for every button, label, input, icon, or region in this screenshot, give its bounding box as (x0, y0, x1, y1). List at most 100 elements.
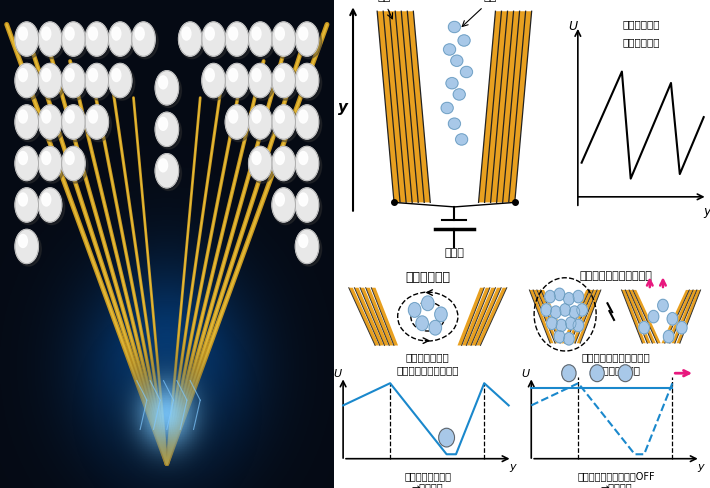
Circle shape (541, 304, 552, 316)
Polygon shape (479, 11, 532, 203)
Circle shape (275, 27, 284, 40)
Circle shape (272, 105, 295, 139)
Circle shape (677, 322, 687, 334)
Ellipse shape (179, 24, 204, 59)
Text: y: y (704, 205, 710, 218)
Text: マイクロ
電極: マイクロ 電極 (371, 0, 398, 2)
Text: 粒子密度：低: 粒子密度：低 (405, 271, 450, 284)
Polygon shape (533, 290, 559, 343)
Polygon shape (467, 288, 496, 346)
Ellipse shape (296, 190, 322, 224)
Circle shape (275, 110, 284, 123)
Circle shape (85, 105, 109, 139)
Circle shape (435, 307, 447, 322)
Circle shape (275, 151, 284, 164)
Circle shape (18, 68, 28, 81)
Circle shape (272, 22, 295, 56)
Circle shape (648, 310, 659, 323)
Circle shape (446, 78, 458, 89)
Circle shape (252, 110, 261, 123)
Circle shape (42, 27, 50, 40)
Ellipse shape (39, 107, 65, 142)
Text: →集団輸送: →集団輸送 (600, 482, 632, 488)
Circle shape (158, 159, 168, 172)
Circle shape (458, 35, 470, 46)
Ellipse shape (62, 24, 88, 59)
Circle shape (62, 22, 85, 56)
Circle shape (38, 146, 62, 181)
Ellipse shape (296, 107, 322, 142)
Ellipse shape (249, 107, 275, 142)
Ellipse shape (39, 24, 65, 59)
Circle shape (225, 63, 248, 98)
Text: U: U (334, 368, 342, 379)
Ellipse shape (155, 73, 182, 107)
Circle shape (275, 193, 284, 206)
Ellipse shape (86, 107, 111, 142)
Circle shape (248, 105, 272, 139)
Ellipse shape (16, 232, 41, 266)
Circle shape (248, 146, 272, 181)
Circle shape (451, 55, 463, 66)
Circle shape (65, 68, 74, 81)
Polygon shape (562, 290, 589, 343)
Circle shape (299, 193, 307, 206)
Circle shape (109, 63, 132, 98)
Circle shape (639, 322, 650, 334)
Circle shape (461, 66, 473, 78)
Text: y: y (509, 462, 515, 472)
Circle shape (229, 110, 238, 123)
Circle shape (62, 63, 85, 98)
Circle shape (444, 44, 456, 55)
Circle shape (408, 303, 421, 317)
Polygon shape (541, 290, 569, 343)
Ellipse shape (86, 66, 111, 100)
Circle shape (299, 151, 307, 164)
Circle shape (550, 306, 561, 318)
Circle shape (15, 188, 38, 222)
Ellipse shape (16, 190, 41, 224)
Circle shape (65, 151, 74, 164)
Circle shape (136, 27, 144, 40)
Text: 集団輸送が生じる: 集団輸送が生じる (591, 366, 641, 375)
Circle shape (416, 316, 428, 330)
Circle shape (112, 68, 121, 81)
Polygon shape (354, 288, 384, 346)
Circle shape (229, 27, 238, 40)
Circle shape (42, 110, 50, 123)
Ellipse shape (109, 66, 135, 100)
Circle shape (205, 68, 214, 81)
Text: ボテンシャル: ボテンシャル (622, 38, 660, 47)
Polygon shape (457, 288, 484, 346)
Polygon shape (572, 290, 597, 343)
Polygon shape (371, 288, 398, 346)
Ellipse shape (16, 149, 41, 183)
Circle shape (577, 304, 587, 316)
Circle shape (299, 27, 307, 40)
Circle shape (564, 333, 574, 345)
Circle shape (42, 193, 50, 206)
Ellipse shape (202, 66, 228, 100)
Ellipse shape (202, 24, 228, 59)
Polygon shape (567, 290, 594, 343)
Text: マイクロ
粒子: マイクロ 粒子 (477, 0, 504, 2)
Circle shape (112, 27, 121, 40)
Ellipse shape (273, 66, 298, 100)
Circle shape (132, 22, 155, 56)
Text: 粒子密度：高（集団化）: 粒子密度：高（集団化） (579, 271, 652, 281)
Circle shape (295, 188, 319, 222)
Circle shape (15, 146, 38, 181)
Ellipse shape (296, 232, 322, 266)
Ellipse shape (226, 24, 251, 59)
Ellipse shape (39, 149, 65, 183)
Circle shape (38, 63, 62, 98)
Ellipse shape (273, 107, 298, 142)
Circle shape (299, 235, 307, 247)
Circle shape (18, 193, 28, 206)
Circle shape (62, 146, 85, 181)
Ellipse shape (249, 66, 275, 100)
Circle shape (65, 27, 74, 40)
Circle shape (295, 229, 319, 264)
Polygon shape (672, 290, 697, 343)
Polygon shape (462, 288, 490, 346)
